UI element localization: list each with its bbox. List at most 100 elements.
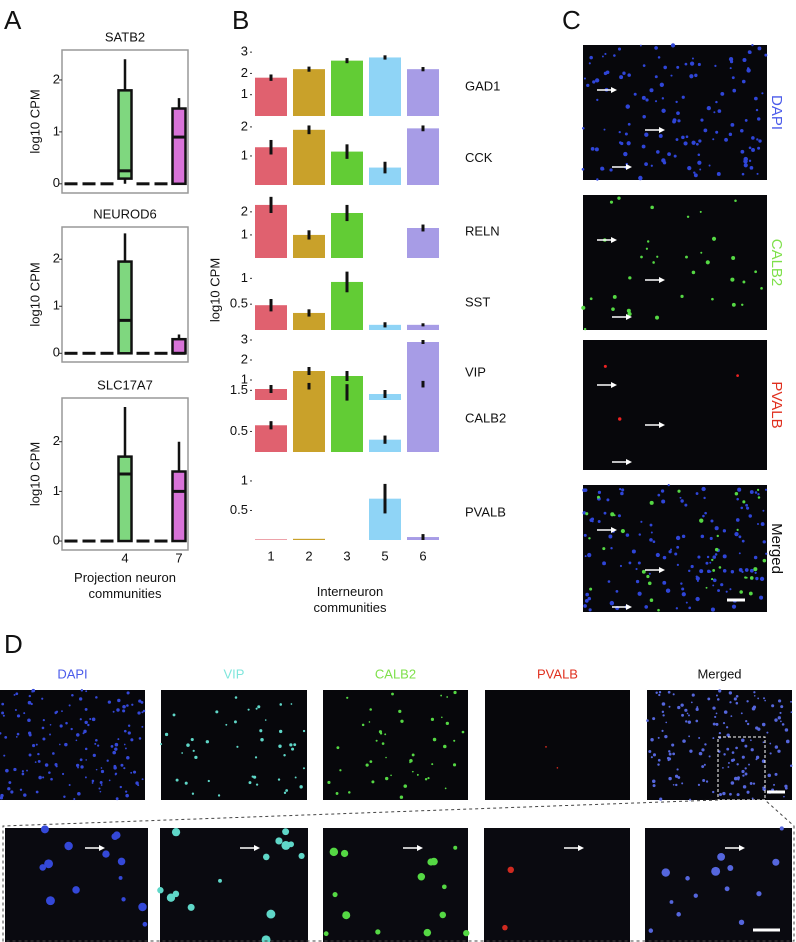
cell	[701, 748, 705, 752]
cell	[411, 770, 414, 773]
cell	[58, 743, 61, 746]
cell	[10, 790, 14, 794]
cell	[691, 270, 696, 275]
y-tick-label: 1	[241, 86, 248, 101]
cell	[94, 742, 97, 745]
cell	[697, 555, 701, 559]
arrow-head	[739, 845, 745, 851]
cell	[115, 797, 119, 801]
cell	[42, 776, 45, 779]
bar	[407, 384, 439, 452]
cell	[790, 711, 793, 714]
micrograph-zoom	[5, 828, 148, 942]
cell	[731, 604, 737, 609]
cell	[735, 746, 738, 750]
bar	[369, 167, 401, 185]
cell	[589, 587, 593, 591]
cell	[587, 596, 592, 601]
cell	[646, 574, 650, 579]
cell	[714, 715, 717, 719]
cell	[368, 721, 371, 723]
channel-label: VIP	[224, 666, 245, 681]
cell	[637, 561, 641, 565]
cell	[138, 737, 142, 740]
cell	[670, 43, 676, 48]
cell	[264, 719, 267, 721]
cell	[611, 307, 615, 311]
micrograph-zoom	[645, 828, 792, 942]
cell	[650, 756, 653, 759]
cell	[91, 782, 94, 784]
cell	[261, 935, 271, 942]
cell	[746, 790, 750, 794]
panel-label: C	[562, 5, 581, 35]
cell	[731, 76, 735, 80]
cell	[381, 742, 385, 745]
cell	[84, 720, 88, 725]
cell	[446, 696, 449, 698]
cell	[626, 308, 631, 313]
bar	[293, 312, 325, 330]
cell	[597, 520, 601, 523]
cell	[439, 911, 447, 919]
cell	[640, 520, 643, 523]
cell	[662, 161, 667, 165]
cell	[31, 690, 33, 693]
cell	[691, 57, 694, 60]
cell	[689, 61, 695, 66]
cell	[669, 900, 674, 904]
cell	[688, 569, 691, 573]
cell	[255, 707, 258, 710]
cell	[749, 490, 754, 494]
cell	[302, 729, 306, 733]
cell	[335, 792, 339, 795]
cell	[100, 784, 103, 786]
cell	[52, 752, 55, 755]
micrograph	[583, 195, 767, 330]
cell	[133, 770, 137, 774]
cell	[728, 691, 733, 695]
cell	[646, 240, 650, 243]
cell	[740, 506, 744, 510]
bar	[293, 129, 325, 185]
cell	[585, 592, 589, 597]
cell	[677, 705, 681, 710]
y-tick-label: 1	[241, 472, 248, 487]
cell	[742, 785, 747, 789]
cell	[98, 787, 101, 790]
cell	[64, 742, 68, 747]
cell	[697, 783, 701, 787]
cell	[712, 790, 715, 794]
cell	[384, 733, 387, 736]
cell	[733, 776, 738, 781]
cell	[741, 755, 745, 759]
x-tick-label: 5	[381, 548, 388, 563]
cell	[642, 115, 646, 119]
cell	[556, 767, 559, 769]
cell	[391, 692, 394, 696]
cell	[726, 747, 730, 751]
cell	[766, 731, 769, 734]
cell	[742, 774, 745, 777]
cell	[675, 783, 678, 787]
x-tick-label: 1	[267, 548, 274, 563]
cell	[141, 778, 144, 781]
cell	[452, 763, 457, 767]
cell	[726, 733, 730, 737]
cell	[694, 73, 698, 78]
cell	[609, 200, 614, 204]
cell	[738, 535, 742, 539]
cell	[757, 493, 760, 496]
cell	[181, 752, 184, 754]
cell	[693, 171, 696, 174]
micrograph	[583, 485, 767, 612]
y-tick-label: 0.5	[230, 423, 248, 438]
cell	[656, 150, 660, 154]
cell	[424, 778, 428, 781]
cell	[728, 762, 730, 764]
cell	[453, 739, 456, 742]
cell	[699, 210, 702, 213]
cell	[583, 604, 587, 608]
cell	[701, 486, 706, 492]
